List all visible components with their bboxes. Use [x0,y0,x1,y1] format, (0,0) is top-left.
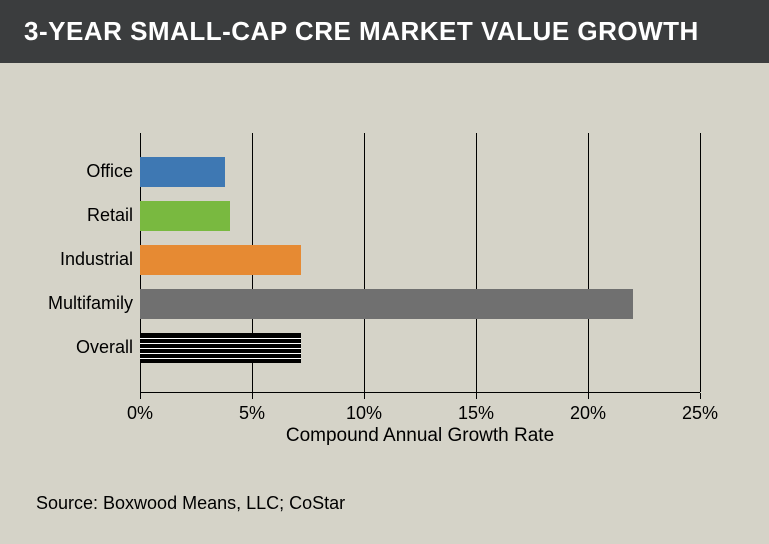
bar [140,333,301,363]
category-label: Office [86,161,133,182]
chart-header: 3-YEAR SMALL-CAP CRE MARKET VALUE GROWTH [0,0,769,63]
x-tick [588,393,589,399]
gridline [476,133,477,392]
x-tick [700,393,701,399]
category-label: Multifamily [48,293,133,314]
x-tick [476,393,477,399]
gridline [588,133,589,392]
bar-row [140,245,301,275]
bar [140,201,230,231]
gridline [700,133,701,392]
category-label: Overall [76,337,133,358]
x-axis-label: Compound Annual Growth Rate [140,425,700,447]
bar [140,289,633,319]
bar [140,245,301,275]
x-tick [252,393,253,399]
source-text: Source: Boxwood Means, LLC; CoStar [36,493,345,514]
x-tick [140,393,141,399]
plot-region: 0%5%10%15%20%25% [140,133,700,393]
chart-area: 0%5%10%15%20%25% Compound Annual Growth … [0,63,769,473]
x-tick-label: 20% [570,403,606,424]
x-tick-label: 5% [239,403,265,424]
bar-row [140,333,301,363]
gridline [364,133,365,392]
bar-row [140,289,633,319]
x-tick-label: 0% [127,403,153,424]
x-tick-label: 10% [346,403,382,424]
x-tick-label: 25% [682,403,718,424]
x-tick [364,393,365,399]
bar-row [140,157,225,187]
bar [140,157,225,187]
category-label: Retail [87,205,133,226]
bar-row [140,201,230,231]
chart-title: 3-YEAR SMALL-CAP CRE MARKET VALUE GROWTH [24,16,699,46]
category-label: Industrial [60,249,133,270]
x-tick-label: 15% [458,403,494,424]
